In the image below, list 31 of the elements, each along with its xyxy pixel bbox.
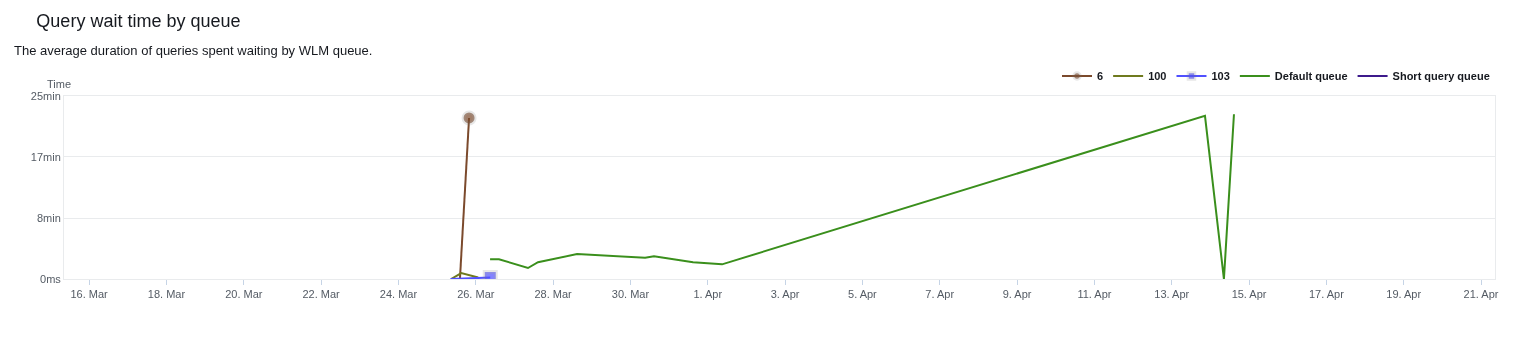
legend-label: 103 xyxy=(1211,70,1230,83)
y-tick-label: 8min xyxy=(36,211,61,224)
legend-label: 6 xyxy=(1097,70,1104,83)
x-tick-label: 18. Mar xyxy=(147,288,186,301)
y-tick-label: 25min xyxy=(30,89,61,102)
x-tick-label: 30. Mar xyxy=(611,288,650,301)
x-tick-label: 16. Mar xyxy=(70,288,109,301)
legend-label: Default queue xyxy=(1274,70,1348,83)
x-tick-label: 3. Apr xyxy=(770,288,800,301)
legend-label: 100 xyxy=(1148,70,1167,83)
x-tick-label: 22. Mar xyxy=(302,288,341,301)
chart-title: Query wait time by queue xyxy=(36,10,241,31)
x-tick-label: 17. Apr xyxy=(1308,288,1345,301)
y-tick-label: 17min xyxy=(30,150,61,163)
x-tick-label: 7. Apr xyxy=(925,288,955,301)
x-tick-label: 11. Apr xyxy=(1077,288,1112,301)
x-tick-label: 19. Apr xyxy=(1386,288,1422,301)
x-tick-label: 28. Mar xyxy=(534,288,573,301)
x-tick-label: 5. Apr xyxy=(848,288,878,301)
x-tick-label: 13. Apr xyxy=(1154,288,1190,301)
y-tick-label: 0ms xyxy=(40,272,62,285)
x-tick-label: 9. Apr xyxy=(1002,288,1032,301)
x-tick-label: 24. Mar xyxy=(379,288,418,301)
x-tick-label: 20. Mar xyxy=(225,288,263,301)
x-tick-label: 15. Apr xyxy=(1231,288,1267,301)
legend-label: Short query queue xyxy=(1392,70,1490,83)
x-tick-label: 1. Apr xyxy=(693,288,723,301)
chart-subtitle: The average duration of queries spent waiting by WLM queue. xyxy=(14,43,373,58)
x-tick-label: 26. Mar xyxy=(457,288,495,301)
x-tick-label: 21. Apr xyxy=(1463,288,1499,301)
y-axis-title: Time xyxy=(47,78,72,90)
